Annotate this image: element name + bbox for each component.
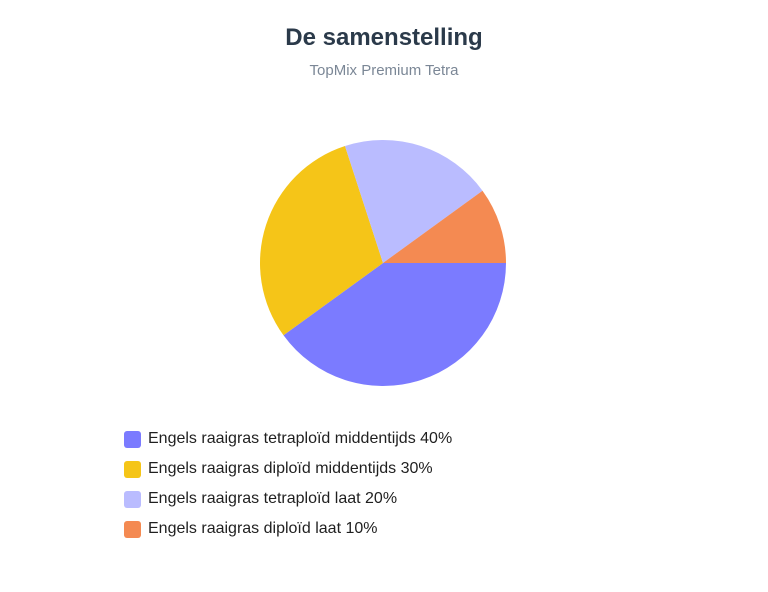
legend-swatch xyxy=(124,490,141,508)
chart-title: De samenstelling xyxy=(285,24,483,51)
legend-label: Engels raaigras diploïd laat 10% xyxy=(148,520,378,537)
pie-slice[interactable] xyxy=(383,190,506,263)
chart-subtitle: TopMix Premium Tetra xyxy=(309,62,459,79)
legend-item[interactable]: Engels raaigras tetraploïd middentijds 4… xyxy=(124,424,452,454)
legend-label: Engels raaigras diploïd middentijds 30% xyxy=(148,460,433,477)
chart-legend: Engels raaigras tetraploïd middentijds 4… xyxy=(124,424,452,544)
pie-slice[interactable] xyxy=(259,146,383,336)
pie-chart xyxy=(259,139,506,387)
legend-label: Engels raaigras tetraploïd laat 20% xyxy=(148,490,398,507)
legend-label: Engels raaigras tetraploïd middentijds 4… xyxy=(148,430,453,447)
legend-swatch xyxy=(124,430,141,448)
pie-slice[interactable] xyxy=(283,263,506,387)
legend-item[interactable]: Engels raaigras tetraploïd laat 20% xyxy=(124,484,452,514)
legend-swatch xyxy=(124,460,141,478)
pie-slice[interactable] xyxy=(344,139,483,263)
legend-swatch xyxy=(124,520,141,538)
legend-item[interactable]: Engels raaigras diploïd laat 10% xyxy=(124,514,452,544)
legend-item[interactable]: Engels raaigras diploïd middentijds 30% xyxy=(124,454,452,484)
